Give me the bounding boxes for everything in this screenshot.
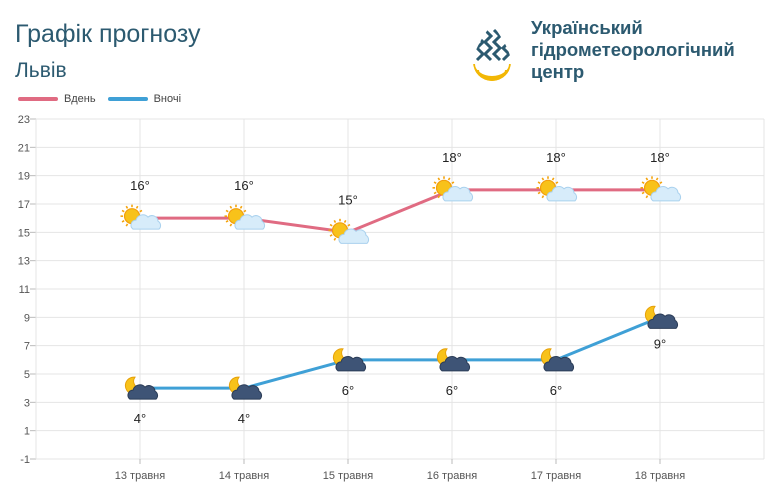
series-line-day [140, 188, 660, 234]
data-label-day: 18° [650, 150, 670, 165]
y-tick-label: 1 [24, 426, 30, 438]
y-tick-label: 19 [18, 171, 30, 183]
chart-legend: Вдень Вночі [18, 93, 193, 105]
org-line-2: гідрометеорологічний [531, 39, 735, 60]
y-tick-label: 21 [18, 142, 30, 154]
x-tick-label: 14 травня [219, 470, 269, 482]
data-label-night: 6° [342, 383, 354, 398]
x-tick-label: 15 травня [323, 470, 373, 482]
data-label-night: 6° [446, 383, 458, 398]
data-label-day: 15° [338, 192, 358, 207]
x-tick-label: 18 травня [635, 470, 685, 482]
data-label-night: 4° [238, 411, 250, 426]
x-tick-label: 17 травня [531, 470, 581, 482]
y-tick-label: 5 [24, 369, 30, 381]
sun-cloud-icon [328, 218, 370, 244]
legend-label-night: Вночі [153, 93, 182, 105]
organization-name: Український гідрометеорологічний центр [531, 17, 735, 83]
org-line-3: центр [531, 61, 585, 82]
moon-dark-cloud-icon [644, 305, 679, 329]
sun-cloud-icon [536, 176, 578, 202]
legend-swatch-day [18, 97, 58, 101]
data-label-day: 16° [130, 178, 150, 193]
sun-cloud-icon [640, 176, 682, 202]
moon-dark-cloud-icon [436, 348, 471, 372]
ugmc-logo-icon [473, 24, 511, 81]
moon-dark-cloud-icon [124, 376, 159, 400]
y-tick-label: 11 [19, 284, 30, 296]
sun-cloud-icon [224, 204, 266, 230]
legend-item-night[interactable]: Вночі [107, 93, 182, 105]
moon-dark-cloud-icon [228, 376, 263, 400]
y-tick-label: 15 [18, 227, 30, 239]
y-tick-label: 13 [18, 256, 30, 268]
data-label-night: 6° [550, 383, 562, 398]
x-tick-label: 13 травня [115, 470, 165, 482]
y-tick-label: 17 [18, 199, 30, 211]
legend-swatch-night [107, 97, 148, 101]
sun-cloud-icon [432, 176, 474, 202]
x-tick-label: 16 травня [427, 470, 477, 482]
moon-dark-cloud-icon [332, 348, 367, 372]
y-tick-label: -1 [20, 454, 30, 466]
legend-item-day[interactable]: Вдень [18, 93, 96, 105]
sun-cloud-icon [120, 204, 162, 230]
data-label-day: 18° [546, 150, 566, 165]
y-tick-label: 7 [24, 341, 30, 353]
data-label-day: 16° [234, 178, 254, 193]
data-label-night: 4° [134, 411, 146, 426]
legend-label-day: Вдень [64, 93, 96, 105]
data-label-night: 9° [654, 336, 666, 351]
data-label-day: 18° [442, 150, 462, 165]
chart-title: Графік прогнозу [15, 20, 201, 48]
series-line-night [140, 315, 661, 390]
y-tick-label: 3 [24, 397, 30, 409]
y-tick-label: 23 [18, 114, 30, 126]
moon-dark-cloud-icon [540, 348, 575, 372]
city-name: Львів [15, 59, 67, 82]
y-tick-label: 9 [24, 312, 30, 324]
org-line-1: Український [531, 17, 643, 38]
